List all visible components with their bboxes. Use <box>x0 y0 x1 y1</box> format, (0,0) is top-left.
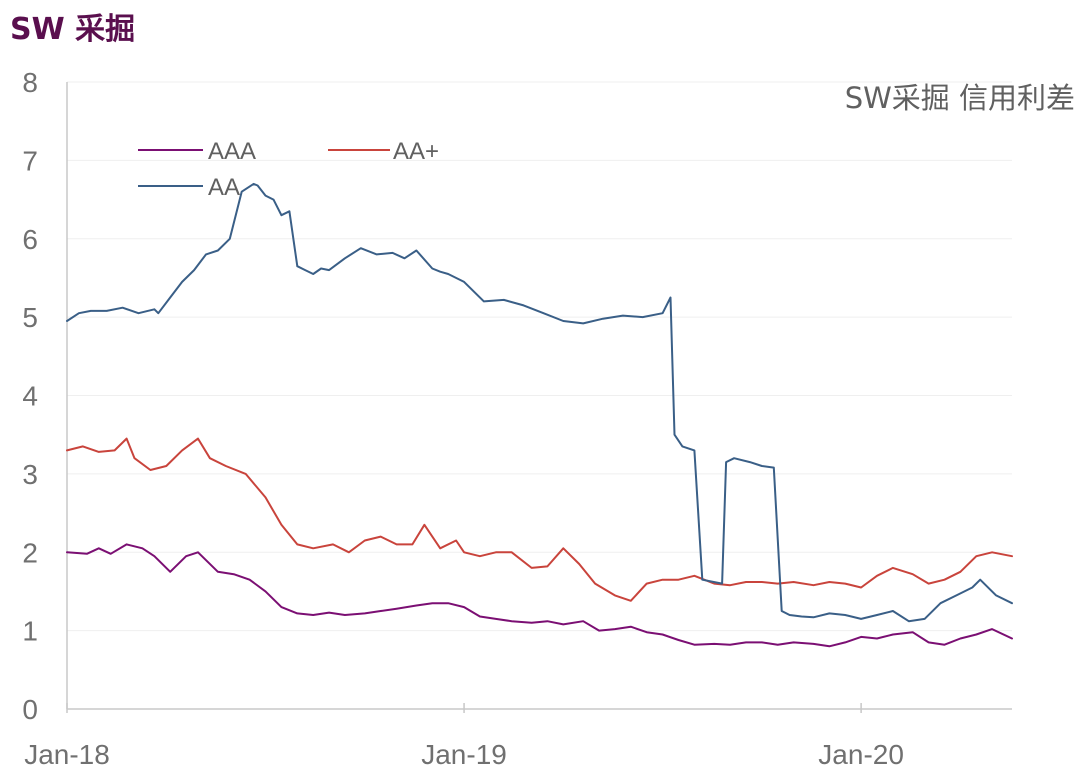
y-tick-label: 4 <box>22 381 38 412</box>
legend-label-aa-plus: AA+ <box>393 138 439 165</box>
series-line-aa <box>66 182 1013 623</box>
y-tick-label: 2 <box>22 537 38 568</box>
y-tick-label: 5 <box>22 302 38 333</box>
chart-title: SW采掘 信用利差 <box>845 81 1075 115</box>
y-tick-label: 0 <box>22 694 38 725</box>
y-tick-labels: 0 1 2 3 4 5 6 7 8 <box>22 67 38 725</box>
legend: AAA AA+ AA <box>138 138 439 201</box>
y-tick-label: 6 <box>22 224 38 255</box>
y-tick-label: 1 <box>22 616 38 647</box>
series-lines <box>66 182 1013 648</box>
series-line-aaa <box>66 543 1013 648</box>
legend-label-aaa: AAA <box>208 138 256 165</box>
y-tick-label: 3 <box>22 459 38 490</box>
x-tick-labels: Jan-18 Jan-19 Jan-20 <box>24 739 904 770</box>
x-tick-label: Jan-18 <box>24 739 110 770</box>
x-tick-label: Jan-20 <box>818 739 904 770</box>
x-tick-label: Jan-19 <box>421 739 507 770</box>
page-title: SW 采掘 <box>10 12 136 47</box>
y-tick-label: 7 <box>22 145 38 176</box>
gridlines <box>67 81 1012 632</box>
y-tick-label: 8 <box>22 67 38 98</box>
legend-label-aa: AA <box>208 174 240 201</box>
axes <box>66 82 1012 713</box>
series-line-aa-plus <box>66 437 1013 602</box>
